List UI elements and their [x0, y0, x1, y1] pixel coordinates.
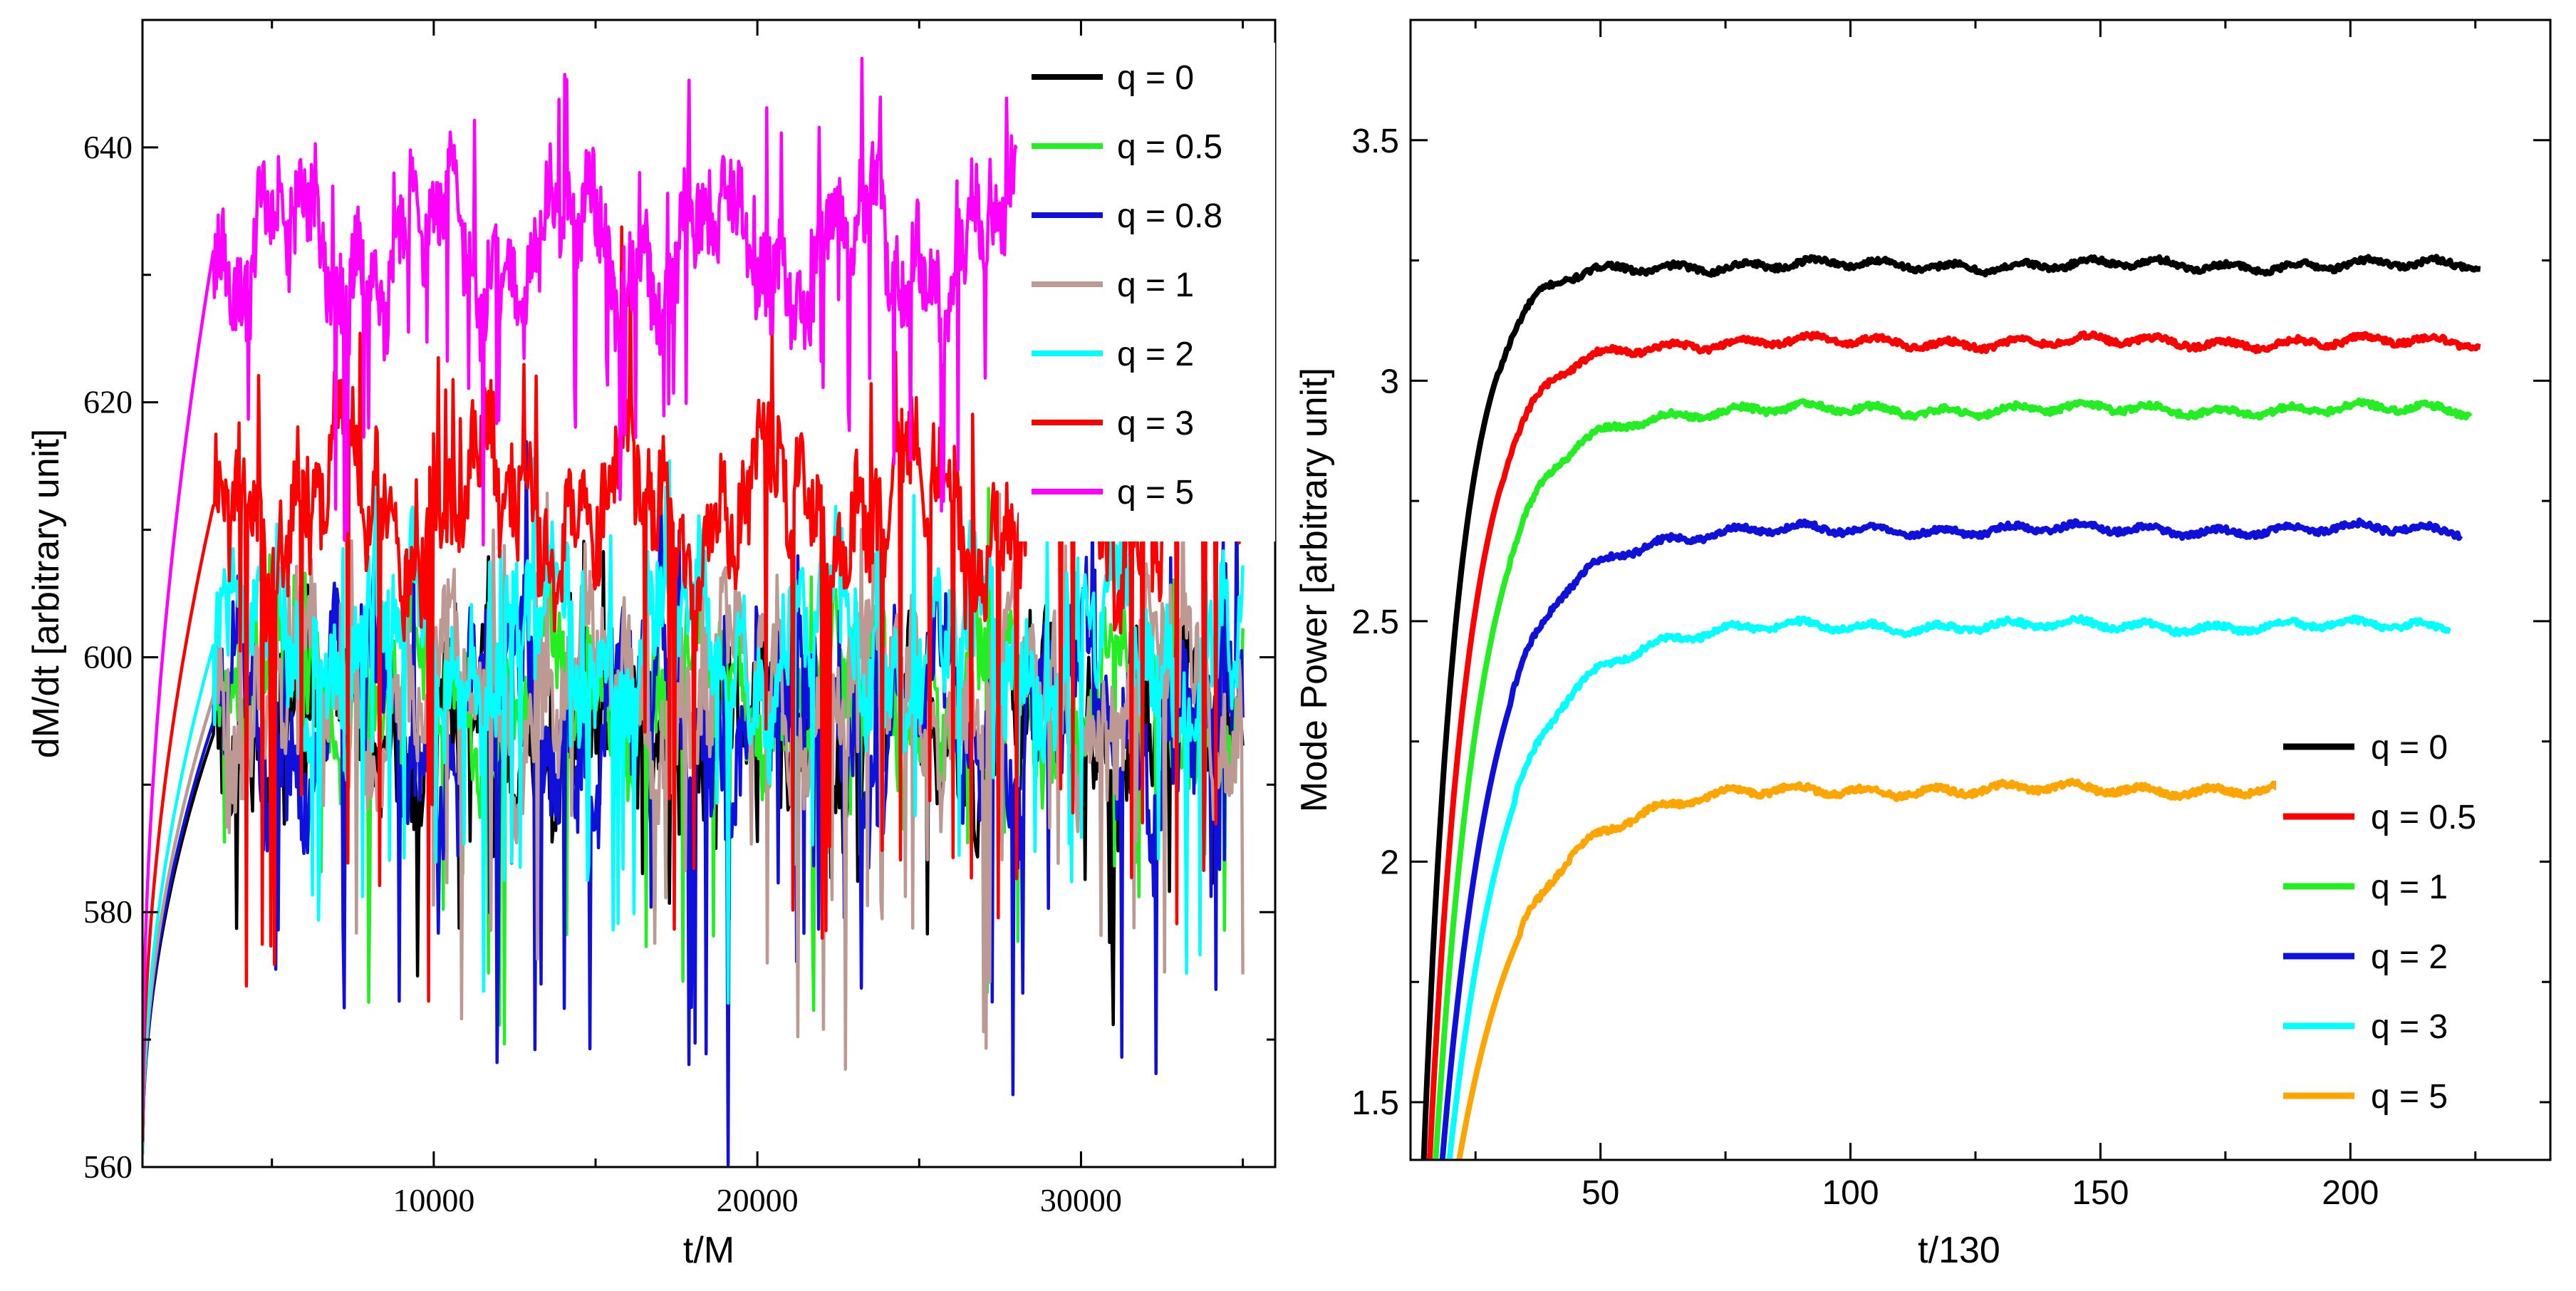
left-legend-label: q = 3 — [1117, 405, 1194, 442]
left-legend-label: q = 1 — [1117, 266, 1194, 304]
left-legend: q = 0 q = 0.5 q = 0.8 q = 1 q = 2 q = 3 q = 5 — [1019, 43, 1275, 541]
right-y-axis-label: Mode Power [arbitrary unit] — [1294, 368, 1335, 812]
left-plot-frame — [141, 19, 1277, 1168]
right-series-line — [1439, 517, 2463, 1160]
left-y-tick-label: 620 — [83, 384, 133, 420]
right-legend-label: q = 0 — [2371, 729, 2448, 767]
left-legend-label: q = 0 — [1117, 59, 1194, 97]
left-y-tick-label: 640 — [83, 129, 133, 165]
right-series-line — [1433, 398, 2473, 1160]
left-x-tick-label: 10000 — [393, 1182, 474, 1218]
right-series-line — [1456, 777, 2288, 1160]
left-series-group — [142, 56, 1245, 1167]
right-x-tick-label: 200 — [2322, 1174, 2379, 1212]
right-legend-label: q = 0.5 — [2371, 799, 2476, 836]
right-y-tick-label: 3.5 — [1351, 123, 1399, 160]
right-legend-label: q = 2 — [2371, 938, 2448, 976]
left-y-tick-label: 560 — [83, 1149, 133, 1185]
left-legend-label: q = 5 — [1117, 474, 1194, 512]
right-legend-box — [2276, 712, 2540, 1140]
right-ticks: 50 100 150 200 1.5 2 2.5 3 3.5 — [1351, 19, 2550, 1212]
right-series-line — [1421, 254, 2482, 1160]
left-y-tick-label: 580 — [83, 893, 133, 930]
right-series-line — [1426, 330, 2482, 1160]
left-y-tick-label: 600 — [83, 638, 133, 675]
left-x-tick-label: 20000 — [717, 1182, 799, 1218]
right-x-tick-label: 100 — [1822, 1174, 1879, 1212]
right-y-tick-label: 1.5 — [1351, 1084, 1399, 1122]
left-y-axis-label: dM/dt [arbitrary unit] — [26, 429, 67, 758]
right-y-tick-label: 2 — [1380, 844, 1399, 881]
left-x-axis-label: t/M — [683, 1230, 734, 1271]
left-series-line — [142, 56, 1018, 1116]
left-legend-label: q = 0.5 — [1117, 128, 1222, 166]
right-legend-label: q = 3 — [2371, 1008, 2448, 1046]
left-legend-label: q = 2 — [1117, 336, 1194, 373]
right-legend-label: q = 1 — [2371, 869, 2448, 906]
right-y-tick-label: 2.5 — [1351, 603, 1399, 641]
left-legend-box — [1019, 43, 1275, 541]
right-series-line — [1446, 614, 2452, 1160]
right-x-tick-label: 50 — [1582, 1174, 1619, 1212]
left-ticks: 10000 20000 30000 560 580 600 620 640 — [83, 19, 1275, 1218]
right-x-axis-label: t/130 — [1918, 1230, 2000, 1271]
right-plot-frame — [1409, 19, 2552, 1161]
right-x-tick-label: 150 — [2072, 1174, 2129, 1212]
left-legend-label: q = 0.8 — [1117, 197, 1222, 235]
right-panel: 50 100 150 200 1.5 2 2.5 3 3.5 q = 0 q = 0.5 q = 1… — [1294, 19, 2552, 1271]
right-legend: q = 0 q = 0.5 q = 1 q = 2 q = 3 q = 5 — [2276, 712, 2540, 1140]
right-legend-label: q = 5 — [2371, 1078, 2448, 1116]
right-y-tick-label: 3 — [1380, 363, 1399, 400]
right-series-group — [1421, 254, 2482, 1160]
left-x-tick-label: 30000 — [1040, 1182, 1122, 1218]
